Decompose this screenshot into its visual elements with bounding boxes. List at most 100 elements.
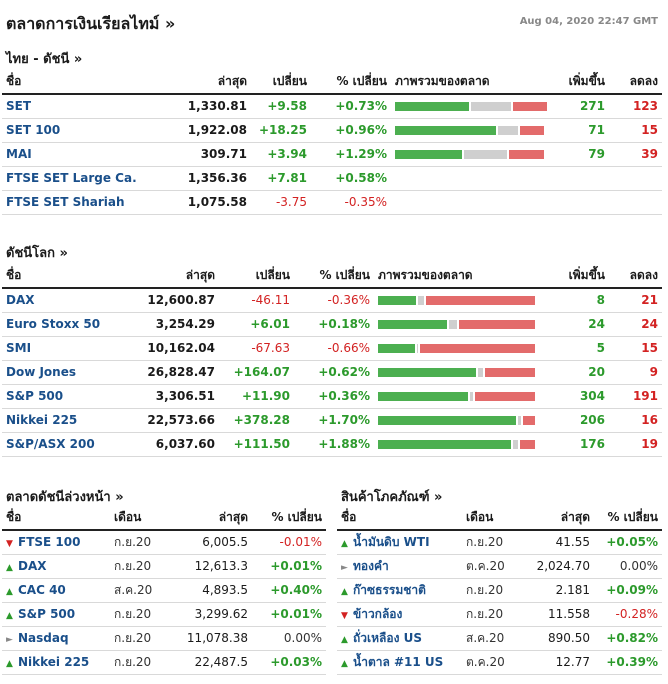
table-row[interactable]: ► ทองคำ ต.ค.20 2,024.70 0.00% — [337, 554, 662, 579]
advances-count — [551, 190, 609, 215]
market-breadth-bar — [378, 439, 535, 449]
instrument-name-cell[interactable]: ▲ CAC 40 — [2, 578, 110, 603]
instrument-name-link[interactable]: ถั่วเหลือง US — [353, 630, 422, 645]
instrument-name-cell[interactable]: ▲ น้ำมันดิบ WTI — [337, 530, 462, 555]
instrument-name-link[interactable]: FTSE 100 — [18, 535, 81, 550]
index-name-link[interactable]: S&P/ASX 200 — [2, 432, 122, 457]
index-name-link[interactable]: MAI — [2, 142, 137, 167]
index-name-link[interactable]: FTSE SET Shariah — [2, 190, 137, 215]
table-row[interactable]: ▲ Nikkei 225 ก.ย.20 22,487.5 +0.03% — [2, 650, 326, 675]
table-row[interactable]: FTSE SET Shariah 1,075.58 -3.75 -0.35% — [2, 190, 662, 215]
declines-count: 15 — [609, 118, 662, 143]
commodities-title[interactable]: สินค้าโภคภัณฑ์ » — [341, 490, 443, 505]
instrument-name-cell[interactable]: ▼ FTSE 100 — [2, 530, 110, 555]
index-name-link[interactable]: DAX — [2, 288, 122, 313]
col-header-change: เปลี่ยน — [219, 264, 294, 289]
col-header-name: ชื่อ — [2, 70, 137, 95]
instrument-name-cell[interactable]: ▲ Nikkei 225 — [2, 650, 110, 675]
instrument-name-link[interactable]: Nikkei 225 — [18, 655, 90, 669]
index-name-link[interactable]: SMI — [2, 336, 122, 361]
table-row[interactable]: MAI 309.71 +3.94 +1.29% 79 39 — [2, 142, 662, 167]
instrument-name-cell[interactable]: ▲ DAX — [2, 554, 110, 579]
table-row[interactable]: SET 1,330.81 +9.58 +0.73% 271 123 — [2, 94, 662, 119]
table-row[interactable]: Dow Jones 26,828.47 +164.07 +0.62% 20 9 — [2, 360, 662, 385]
contract-month: ส.ค.20 — [110, 578, 178, 603]
advances-segment — [378, 295, 417, 305]
table-row[interactable]: ▼ ข้าวกล้อง ก.ย.20 11.558 -0.28% — [337, 602, 662, 627]
index-name-link[interactable]: Euro Stoxx 50 — [2, 312, 122, 337]
instrument-name-cell[interactable]: ► ทองคำ — [337, 554, 462, 579]
declines-segment — [426, 295, 535, 305]
market-overview-cell — [374, 432, 539, 457]
table-row[interactable]: S&P 500 3,306.51 +11.90 +0.36% 304 191 — [2, 384, 662, 409]
page-title[interactable]: ตลาดการเงินเรียลไทม์ » — [6, 14, 176, 33]
index-name-link[interactable]: FTSE SET Large Ca. — [2, 166, 137, 191]
percent-change: -0.66% — [294, 336, 374, 361]
instrument-name-link[interactable]: ก๊าซธรรมชาติ — [353, 582, 426, 597]
thai-indices-title[interactable]: ไทย - ดัชนี » — [6, 52, 83, 67]
advances-segment — [378, 439, 512, 449]
instrument-name-link[interactable]: น้ำมันดิบ WTI — [353, 534, 430, 549]
table-row[interactable]: ▲ CAC 40 ส.ค.20 4,893.5 +0.40% — [2, 578, 326, 603]
table-row[interactable]: SET 100 1,922.08 +18.25 +0.96% 71 15 — [2, 118, 662, 143]
index-name-link[interactable]: S&P 500 — [2, 384, 122, 409]
index-name-link[interactable]: SET 100 — [2, 118, 137, 143]
percent-change: +1.29% — [311, 142, 391, 167]
col-header-last: ล่าสุด — [137, 70, 251, 95]
instrument-name-link[interactable]: DAX — [18, 559, 47, 573]
table-row[interactable]: ▲ S&P 500 ก.ย.20 3,299.62 +0.01% — [2, 602, 326, 627]
table-row[interactable]: ▲ น้ำมันดิบ WTI ก.ย.20 41.55 +0.05% — [337, 530, 662, 555]
change-value: +11.90 — [219, 384, 294, 409]
instrument-name-cell[interactable]: ▲ น้ำตาล #11 US — [337, 650, 462, 675]
percent-change: +0.96% — [311, 118, 391, 143]
table-row[interactable]: S&P/ASX 200 6,037.60 +111.50 +1.88% 176 19 — [2, 432, 662, 457]
unchanged-segment — [418, 295, 425, 305]
futures-title[interactable]: ตลาดดัชนีล่วงหน้า » — [6, 490, 124, 505]
unchanged-segment — [517, 415, 521, 425]
table-row[interactable]: DAX 12,600.87 -46.11 -0.36% 8 21 — [2, 288, 662, 313]
col-header-last: ล่าสุด — [122, 264, 219, 289]
instrument-name-link[interactable]: น้ำตาล #11 US — [353, 654, 444, 669]
index-name-link[interactable]: Dow Jones — [2, 360, 122, 385]
col-header-pct: % เปลี่ยน — [311, 70, 391, 95]
advances-count: 79 — [551, 142, 609, 167]
table-row[interactable]: ▲ DAX ก.ย.20 12,613.3 +0.01% — [2, 554, 326, 579]
instrument-name-link[interactable]: S&P 500 — [18, 607, 76, 621]
market-breadth-bar — [378, 343, 535, 353]
table-row[interactable]: ▲ ถั่วเหลือง US ส.ค.20 890.50 +0.82% — [337, 626, 662, 651]
table-row[interactable]: FTSE SET Large Ca. 1,356.36 +7.81 +0.58% — [2, 166, 662, 191]
table-row[interactable]: ▲ ก๊าซธรรมชาติ ก.ย.20 2.181 +0.09% — [337, 578, 662, 603]
instrument-name-cell[interactable]: ▲ S&P 500 — [2, 602, 110, 627]
instrument-name-link[interactable]: Nasdaq — [18, 631, 69, 645]
last-value: 6,005.5 — [178, 530, 252, 555]
instrument-name-cell[interactable]: ▲ ถั่วเหลือง US — [337, 626, 462, 651]
world-indices-title[interactable]: ดัชนีโลก » — [6, 246, 68, 261]
table-row[interactable]: ▼ FTSE 100 ก.ย.20 6,005.5 -0.01% — [2, 530, 326, 555]
down-arrow-icon: ▼ — [341, 610, 348, 621]
col-header-pct: % เปลี่ยน — [594, 506, 662, 531]
advances-count: 271 — [551, 94, 609, 119]
instrument-name-cell[interactable]: ▲ ก๊าซธรรมชาติ — [337, 578, 462, 603]
table-row[interactable]: ▲ น้ำตาล #11 US ต.ค.20 12.77 +0.39% — [337, 650, 662, 675]
instrument-name-cell[interactable]: ► Nasdaq — [2, 626, 110, 651]
table-row[interactable]: Euro Stoxx 50 3,254.29 +6.01 +0.18% 24 24 — [2, 312, 662, 337]
instrument-name-cell[interactable]: ▼ ข้าวกล้อง — [337, 602, 462, 627]
col-header-name: ชื่อ — [337, 506, 462, 531]
table-row[interactable]: SMI 10,162.04 -67.63 -0.66% 5 15 — [2, 336, 662, 361]
table-row[interactable]: ► Nasdaq ก.ย.20 11,078.38 0.00% — [2, 626, 326, 651]
instrument-name-link[interactable]: CAC 40 — [18, 583, 66, 597]
market-overview-cell — [374, 288, 539, 313]
index-name-link[interactable]: SET — [2, 94, 137, 119]
instrument-name-link[interactable]: ข้าวกล้อง — [353, 606, 403, 621]
index-name-link[interactable]: Nikkei 225 — [2, 408, 122, 433]
declines-count — [609, 190, 662, 215]
percent-change: +0.03% — [252, 650, 326, 675]
col-header-name: ชื่อ — [2, 506, 110, 531]
unchanged-segment — [463, 149, 507, 159]
declines-segment — [519, 439, 535, 449]
table-row[interactable]: Nikkei 225 22,573.66 +378.28 +1.70% 206 16 — [2, 408, 662, 433]
last-value: 3,306.51 — [122, 384, 219, 409]
instrument-name-link[interactable]: ทองคำ — [353, 558, 389, 573]
contract-month: ก.ย.20 — [462, 578, 528, 603]
change-value: -46.11 — [219, 288, 294, 313]
